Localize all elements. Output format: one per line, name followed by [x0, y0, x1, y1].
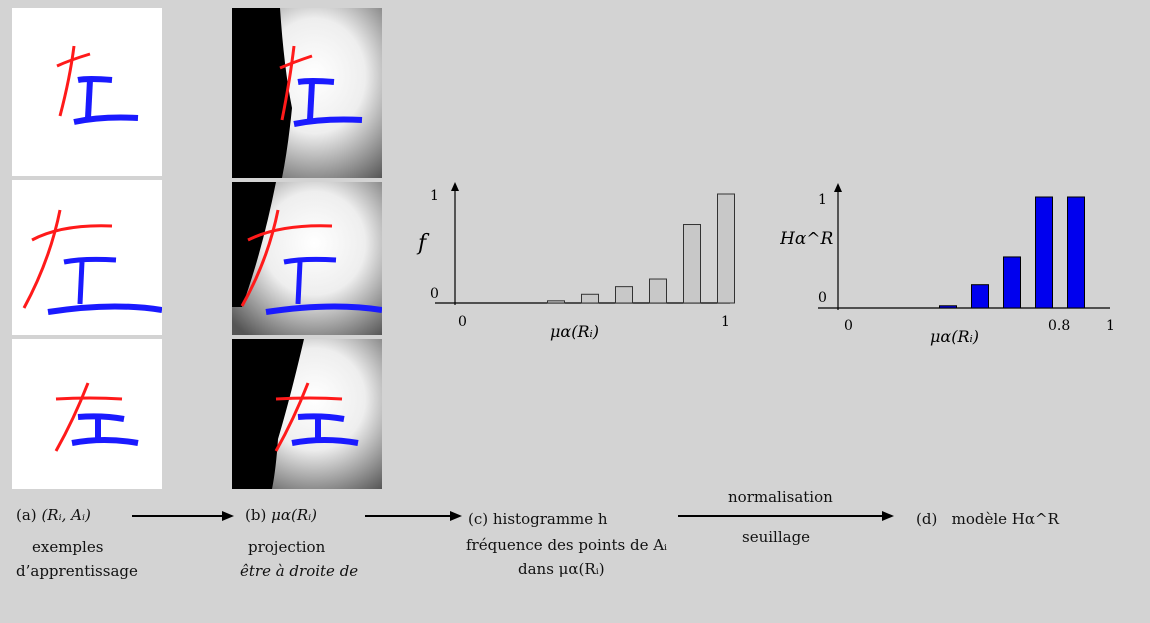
arrow-a-to-b	[132, 511, 234, 521]
step-a-line2: d’apprentissage	[16, 562, 138, 580]
example-image-1	[12, 8, 162, 176]
step-d-symbol: modèle Hα^R	[951, 510, 1059, 528]
bar-3	[615, 286, 633, 304]
step-d-header: (d) modèle Hα^R	[916, 510, 1059, 528]
step-c-line2: dans μα(Rᵢ)	[518, 560, 605, 578]
arrow-c-to-d	[678, 511, 894, 521]
bar-6	[717, 193, 735, 304]
step-b-header: (b) μα(Rᵢ)	[245, 506, 317, 524]
y-axis-label: Hα^R	[780, 229, 834, 249]
step-d-label: (d)	[916, 510, 938, 528]
step-b-line2: être à droite de	[240, 562, 359, 580]
projection-image-2	[232, 182, 382, 335]
step-a-header: (a) (Rᵢ, Aᵢ)	[16, 506, 91, 524]
bar-2	[971, 284, 989, 309]
bars-f	[547, 193, 735, 304]
x-tick-0: 0	[844, 318, 853, 334]
step-b-symbol: μα(Rᵢ)	[271, 506, 317, 524]
y-tick-1: 1	[430, 188, 439, 204]
step-a-symbol: (Rᵢ, Aᵢ)	[41, 506, 91, 524]
x-axis-label: μα(Rᵢ)	[930, 327, 979, 346]
x-axis-label: μα(Rᵢ)	[550, 322, 599, 341]
step-b-label: (b)	[245, 506, 267, 524]
bar-2	[581, 293, 599, 304]
y-tick-1: 1	[818, 192, 827, 208]
y-tick-0: 0	[430, 286, 439, 302]
step-b-line1: projection	[248, 538, 326, 556]
bar-3	[1003, 256, 1021, 309]
y-tick-0: 0	[818, 290, 827, 306]
bar-4	[649, 278, 667, 304]
bar-1	[547, 300, 565, 304]
step-a-label: (a)	[16, 506, 37, 524]
example-image-2	[12, 180, 162, 335]
projection-image-1	[232, 8, 382, 178]
step-a-line1: exemples	[32, 538, 104, 556]
example-image-3	[12, 339, 162, 489]
y-axis-arrow	[834, 183, 842, 192]
step-c-line1: fréquence des points de Aᵢ	[466, 536, 668, 554]
x-tick-08: 0.8	[1048, 318, 1070, 334]
x-tick-0: 0	[458, 314, 467, 330]
bar-5	[1067, 196, 1085, 309]
x-tick-1: 1	[1106, 318, 1115, 334]
bar-5	[683, 224, 701, 304]
x-tick-1: 1	[721, 314, 730, 330]
y-axis-label-text: Hα^R	[780, 229, 834, 249]
model-histogram-chart: 1 0 Hα^R 0 0.8 1 μα(Rᵢ)	[780, 183, 1115, 346]
bars-h	[939, 196, 1085, 309]
step-c-label: (c)	[468, 510, 489, 528]
y-axis-arrow	[451, 182, 459, 191]
step-c-symbol: histogramme h	[492, 510, 608, 528]
histogram-f-chart: 1 0 f 0 1 μα(Rᵢ)	[416, 182, 735, 341]
normalisation-label: normalisation	[728, 488, 833, 506]
step-c-header: (c) histogramme h	[468, 510, 608, 528]
bar-1	[939, 305, 957, 309]
bar-4	[1035, 196, 1053, 309]
arrow-b-to-c	[365, 511, 462, 521]
projection-image-3	[232, 339, 382, 489]
seuillage-label: seuillage	[742, 528, 811, 546]
